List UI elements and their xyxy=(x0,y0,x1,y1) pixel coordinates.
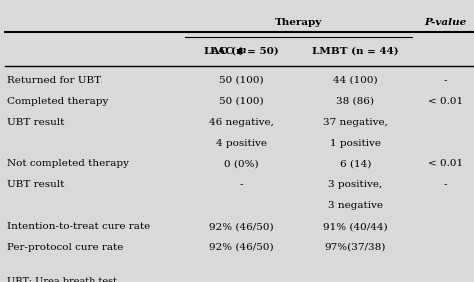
Text: < 0.01: < 0.01 xyxy=(428,97,463,106)
Text: 46 negative,: 46 negative, xyxy=(210,118,274,127)
Text: UBT: Urea breath test.: UBT: Urea breath test. xyxy=(7,277,120,282)
Text: Per-protocol cure rate: Per-protocol cure rate xyxy=(7,243,124,252)
Text: Not completed therapy: Not completed therapy xyxy=(7,159,129,168)
Text: UBT result: UBT result xyxy=(7,180,64,189)
Text: LAC (: LAC ( xyxy=(210,47,242,56)
Text: 3 positive,: 3 positive, xyxy=(328,180,383,189)
Text: 50 (100): 50 (100) xyxy=(219,97,264,106)
Text: Returned for UBT: Returned for UBT xyxy=(7,76,101,85)
Text: 44 (100): 44 (100) xyxy=(333,76,378,85)
Text: < 0.01: < 0.01 xyxy=(428,159,463,168)
Text: Intention-to-treat cure rate: Intention-to-treat cure rate xyxy=(7,222,150,231)
Text: -: - xyxy=(444,180,447,189)
Text: 91% (40/44): 91% (40/44) xyxy=(323,222,388,231)
Text: 92% (46/50): 92% (46/50) xyxy=(210,243,274,252)
Text: UBT result: UBT result xyxy=(7,118,64,127)
Text: n: n xyxy=(238,47,246,56)
Text: 6 (14): 6 (14) xyxy=(340,159,371,168)
Text: -: - xyxy=(444,76,447,85)
Text: Completed therapy: Completed therapy xyxy=(7,97,109,106)
Text: 0 (0%): 0 (0%) xyxy=(224,159,259,168)
Text: -: - xyxy=(240,180,244,189)
Text: 1 positive: 1 positive xyxy=(330,138,381,147)
Text: 4 positive: 4 positive xyxy=(216,138,267,147)
Text: 3 negative: 3 negative xyxy=(328,201,383,210)
Text: 92% (46/50): 92% (46/50) xyxy=(210,222,274,231)
Text: Therapy: Therapy xyxy=(275,18,322,27)
Text: 50 (100): 50 (100) xyxy=(219,76,264,85)
Text: LMBT (n = 44): LMBT (n = 44) xyxy=(312,47,399,56)
Text: LAC (n = 50): LAC (n = 50) xyxy=(204,47,279,56)
Text: 37 negative,: 37 negative, xyxy=(323,118,388,127)
Text: 97%(37/38): 97%(37/38) xyxy=(325,243,386,252)
Text: P-value: P-value xyxy=(424,18,467,27)
Text: 38 (86): 38 (86) xyxy=(337,97,374,106)
